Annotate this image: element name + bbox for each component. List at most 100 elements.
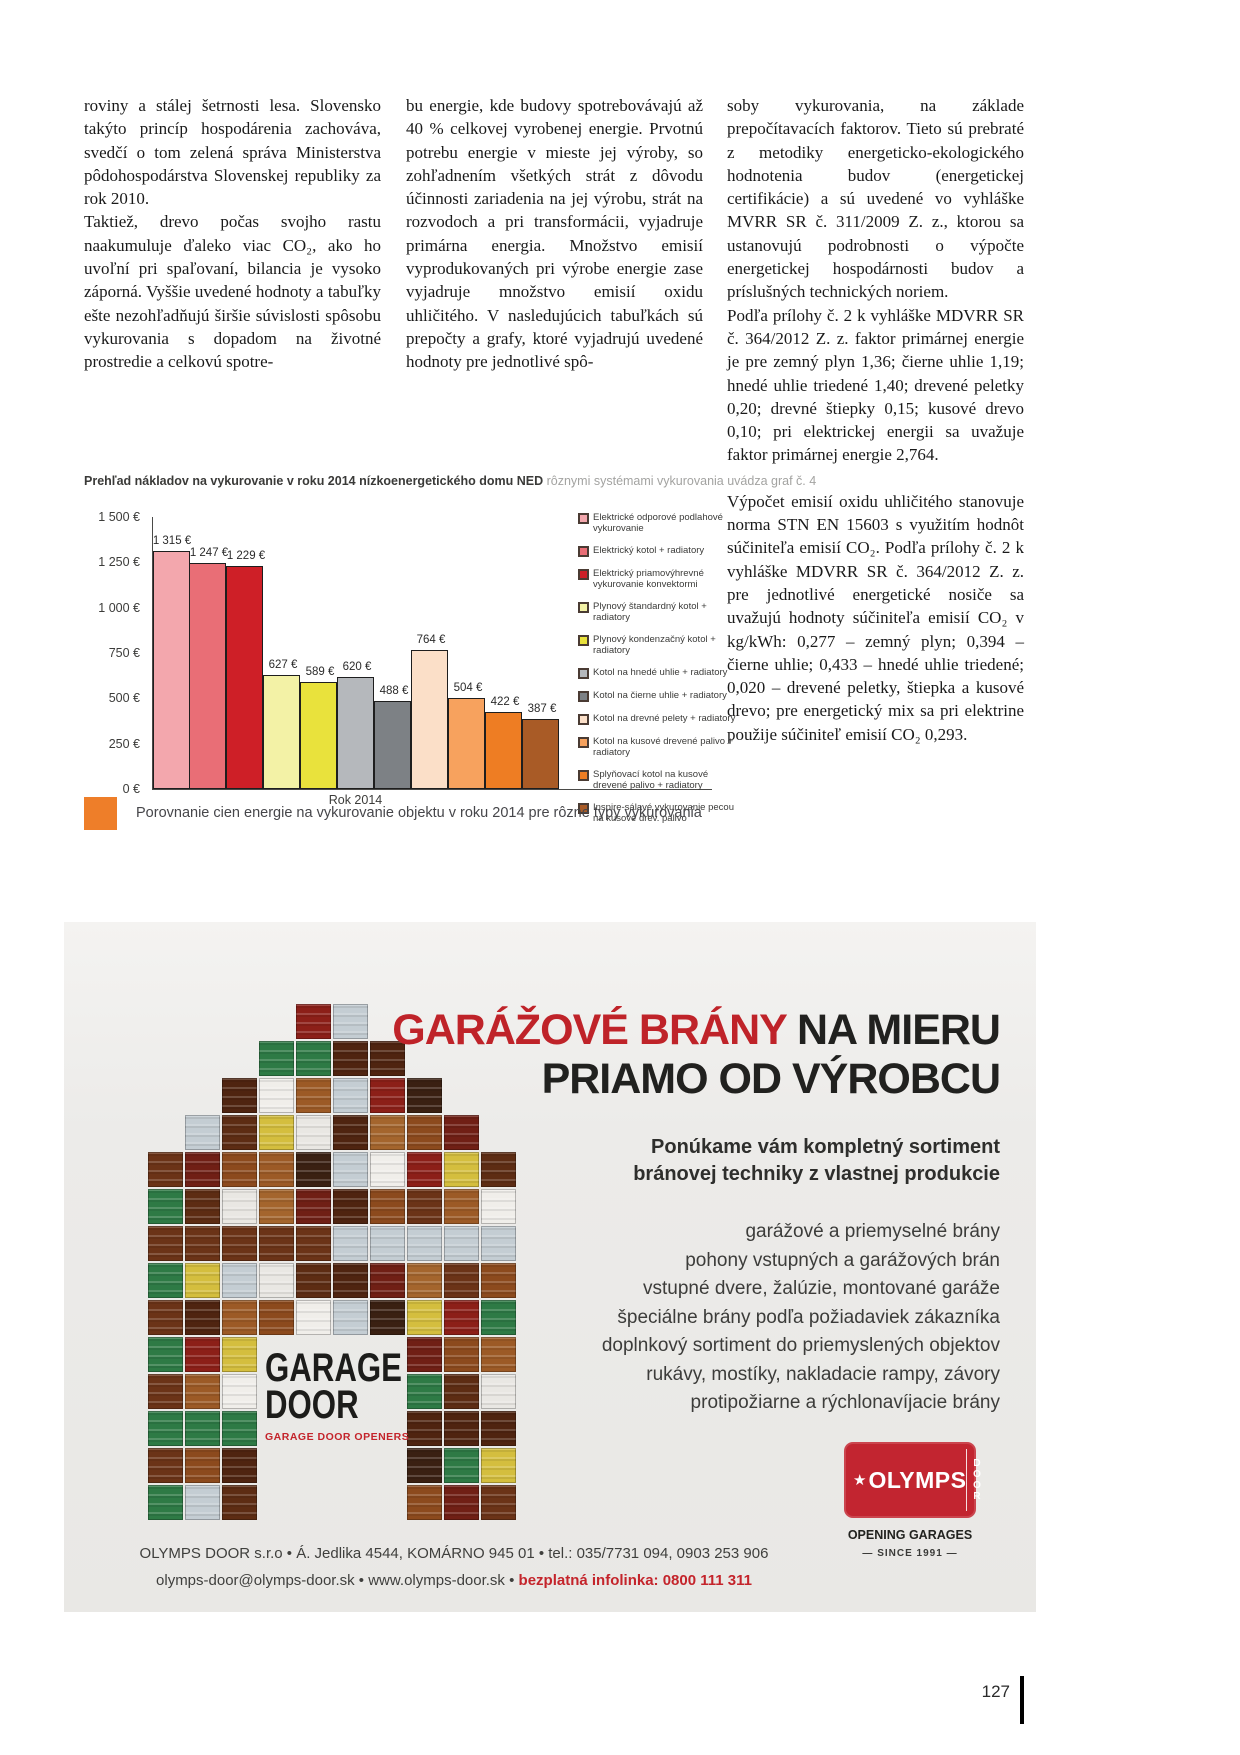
bar-4 [263,675,300,789]
ad-list-item: pohony vstupných a garážových brán [685,1249,1000,1271]
garage-door-tile [296,1152,331,1187]
garage-door-tile [370,1300,405,1335]
garage-door-tile [148,1485,183,1520]
garage-door-tile [407,1300,442,1335]
legend-item: Plynový štandardný kotol + radiatory [578,601,736,623]
bar-5 [300,682,337,789]
ad-list-item: vstupné dvere, žalúzie, montované garáže [643,1278,1000,1299]
garage-door-tile [444,1152,479,1187]
garage-door-tile [259,1115,294,1150]
garage-door-tile [222,1411,257,1446]
bar-value-label: 764 € [416,634,446,646]
bar-group: 764 € [411,517,449,789]
paragraph: soby vykurovania, na základe prepočítava… [727,96,1024,302]
garage-door-tile [481,1226,516,1261]
ad-infoline: bezplatná infolinka: 0800 111 311 [518,1572,752,1589]
star-icon: ★ [853,1472,867,1489]
garage-door-tile [222,1300,257,1335]
bar-9 [448,698,485,789]
bar-value-label: 589 € [305,666,335,678]
garage-door-tile [407,1448,442,1483]
bar-1 [153,551,190,789]
legend-label: Inspire-sálavé vykurovanie pecou na kuso… [593,802,734,824]
garage-door-tile [333,1078,368,1113]
logo-line1: GARAGE [265,1346,402,1390]
garage-door-tile [259,1226,294,1261]
garage-door-tile [407,1337,442,1372]
bar-10 [485,712,522,789]
legend-label: Plynový štandardný kotol + radiatory [593,601,707,623]
badge-since: — SINCE 1991 — [862,1548,958,1559]
y-tick-label: 750 € [108,646,140,660]
legend-label: Elektrický kotol + radiatory [593,545,705,556]
garage-door-tile [481,1152,516,1187]
garage-door-tile [185,1226,220,1261]
legend-item: Elektrický kotol + radiatory [578,545,736,557]
legend-label: Elektrické odporové podlahové vykurovani… [593,512,723,534]
garage-door-tile [444,1485,479,1520]
ad-list-item: rukávy, mostíky, nakladacie rampy, závor… [646,1363,1000,1385]
ad-subhead-line1: Ponúkame vám kompletný sortiment [651,1136,1000,1158]
legend-marker [578,770,589,781]
garage-door-tile [148,1152,183,1187]
y-tick-label: 1 500 € [98,510,140,524]
garage-door-tile [407,1115,442,1150]
logo-tagline: GARAGE DOOR OPENERS [265,1431,410,1443]
garage-door-tile [333,1189,368,1224]
garage-door-tile [407,1078,442,1113]
garage-door-tile [296,1263,331,1298]
garage-door-tile [148,1226,183,1261]
garage-door-tile [407,1485,442,1520]
ad-list-item: garážové a priemyselné brány [745,1221,1000,1242]
bar-value-label: 1 229 € [226,550,266,562]
legend-marker [578,714,589,725]
bar-7 [374,701,411,789]
caption-orange-square [84,797,117,830]
ad-contact-line2: olymps-door@olymps-door.sk • www.olymps-… [104,1567,804,1594]
garage-door-tile [481,1337,516,1372]
garage-door-tile [185,1115,220,1150]
garage-door-tile [407,1226,442,1261]
y-tick-label: 0 € [122,782,140,796]
garage-door-tile [185,1411,220,1446]
bar-group: 1 315 € [153,517,191,789]
garage-door-tile [370,1226,405,1261]
garage-door-tile [222,1189,257,1224]
bar-value-label: 422 € [490,696,520,708]
garage-door-tile [185,1189,220,1224]
olymps-badge: ★ OLYMPS DOOR [844,1442,982,1518]
garage-doors-house-mosaic [148,1004,518,1522]
legend-item: Elektrický priamovýhrevné vykurovanie ko… [578,568,736,590]
legend-marker [578,602,589,613]
garage-door-tile [481,1374,516,1409]
bar-2 [189,563,226,789]
legend-marker [578,546,589,557]
garage-door-tile [407,1411,442,1446]
garage-door-tile [259,1263,294,1298]
garage-door-tile [259,1152,294,1187]
garage-door-logo: GARAGE DOOR GARAGE DOOR OPENERS [265,1346,410,1443]
paragraph: roviny a stálej šetrnosti lesa. Slovensk… [84,96,381,209]
bar-group: 620 € [337,517,375,789]
bar-11 [522,719,559,789]
ad-subhead-line2: bránovej techniky z vlastnej produkcie [633,1163,1000,1185]
ad-list-item: doplnkový sortiment do priemyslených obj… [601,1335,1000,1356]
bar-group: 1 229 € [226,517,265,789]
legend-item: Kotol na hnedé uhlie + radiatory [578,667,736,679]
garage-door-tile [370,1041,405,1076]
garage-door-tile [222,1226,257,1261]
chart-y-axis: 1 500 € 1 250 € 1 000 € 750 € 500 € 250 € 0 € [84,510,144,796]
bar-group: 504 € [448,517,486,789]
bar-6 [337,677,374,789]
garage-door-tile [481,1263,516,1298]
garage-door-tile [444,1300,479,1335]
ad-headline-black: NA MIERU [786,1006,1001,1054]
garage-door-tile [481,1411,516,1446]
bar-value-label: 387 € [527,703,557,715]
legend-marker [578,737,589,748]
chart-caption-bold: Prehľad nákladov na vykurovanie v roku 2… [84,474,544,488]
garage-door-tile [222,1485,257,1520]
bar-group: 488 € [374,517,412,789]
garage-door-tile [444,1448,479,1483]
garage-door-tile [444,1337,479,1372]
